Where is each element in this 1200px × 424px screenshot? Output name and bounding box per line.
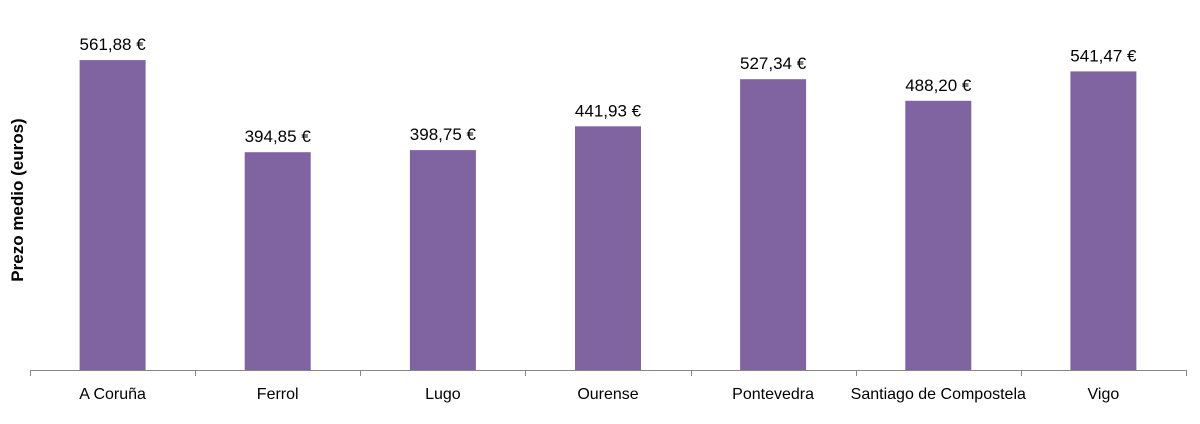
bar-2: [409, 150, 476, 370]
bar-4: [740, 79, 807, 370]
category-labels-group: A Coruña Ferrol Lugo Ourense Pontevedra Santi…: [79, 386, 1119, 403]
data-label-4: 527,34 €: [740, 54, 807, 73]
data-label-2: 398,75 €: [410, 125, 477, 144]
data-label-1: 394,85 €: [245, 127, 312, 146]
bar-3: [575, 126, 641, 370]
category-label-1: Ferrol: [257, 386, 299, 403]
bars-group: [79, 60, 1137, 371]
category-label-2: Lugo: [425, 386, 461, 403]
bar-0: [79, 60, 146, 370]
y-axis-title: Prezo medio (euros): [8, 118, 27, 281]
data-label-5: 488,20 €: [905, 76, 972, 95]
category-label-4: Pontevedra: [732, 386, 814, 403]
x-axis: [30, 370, 1187, 376]
bar-6: [1070, 71, 1137, 371]
data-label-6: 541,47 €: [1070, 46, 1137, 65]
category-label-0: A Coruña: [79, 386, 146, 403]
data-label-0: 561,88 €: [80, 35, 147, 54]
category-label-5: Santiago de Compostela: [851, 386, 1026, 403]
category-label-3: Ourense: [577, 386, 638, 403]
data-label-3: 441,93 €: [575, 101, 642, 120]
bar-5: [905, 100, 972, 371]
data-labels-group: 561,88 € 394,85 € 398,75 € 441,93 € 527,34 €…: [80, 35, 1138, 146]
bar-1: [244, 152, 311, 370]
category-label-6: Vigo: [1088, 386, 1120, 403]
